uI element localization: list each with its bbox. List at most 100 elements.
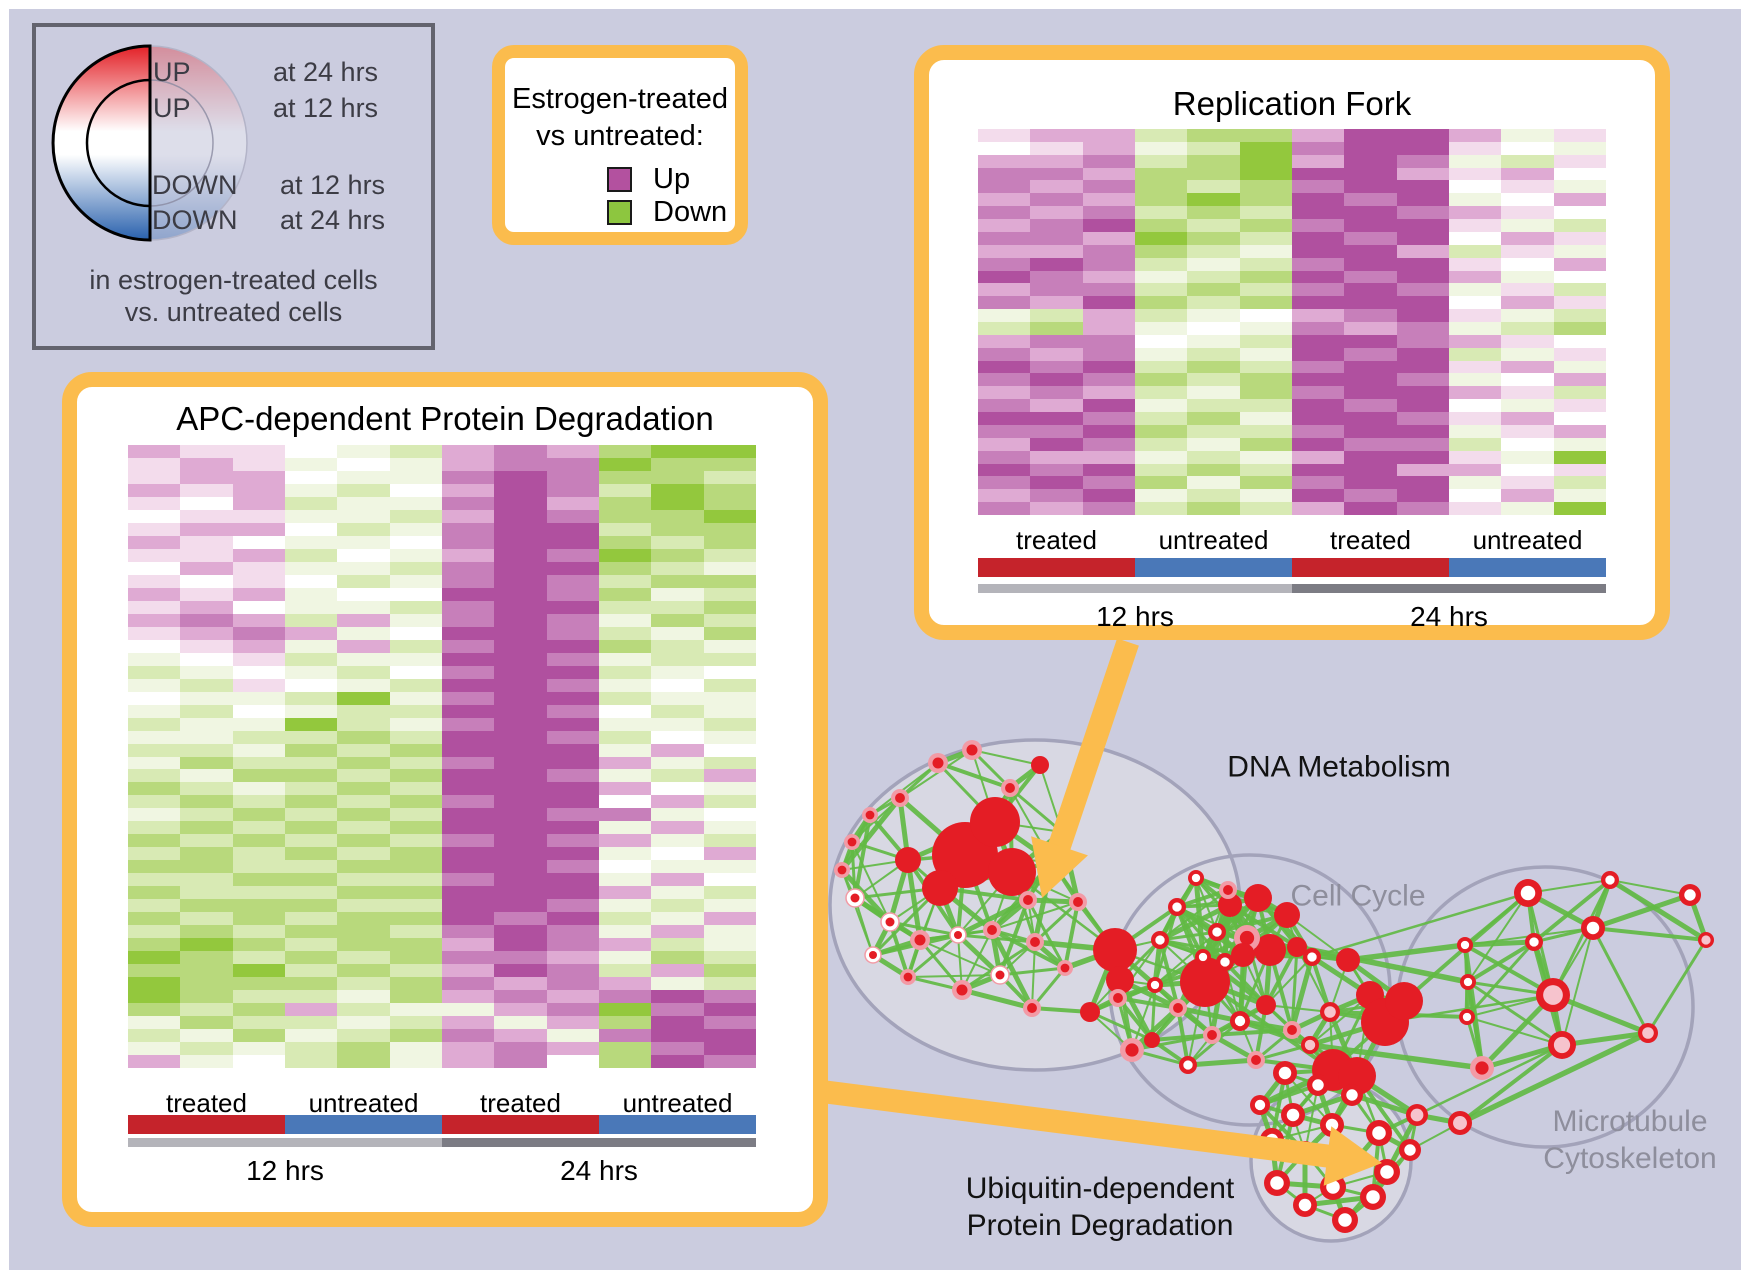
heatmap-cell xyxy=(441,652,495,666)
heatmap-cell xyxy=(494,899,547,913)
heatmap-cell xyxy=(180,457,233,471)
heatmap-cell xyxy=(1501,347,1554,361)
heatmap-cell xyxy=(1448,437,1502,451)
heatmap-cell xyxy=(703,600,756,614)
heatmap-cell xyxy=(978,154,1031,168)
heatmap-cell xyxy=(1553,296,1606,310)
heatmap-cell xyxy=(389,613,442,627)
heatmap-cell xyxy=(128,808,181,822)
heatmap-cell xyxy=(1082,450,1135,464)
heatmap-cell xyxy=(703,704,756,718)
heatmap-cell xyxy=(1448,180,1502,194)
group-label: untreated xyxy=(1158,525,1269,555)
heatmap-cell xyxy=(1448,322,1502,335)
heatmap-cell xyxy=(598,873,652,887)
heatmap-cell xyxy=(598,860,652,874)
heatmap-cell xyxy=(1291,270,1345,284)
heatmap-cell xyxy=(128,873,181,887)
heatmap-cell xyxy=(337,899,390,913)
heatmap-cell xyxy=(389,964,442,978)
heatmap-cell xyxy=(1187,193,1240,207)
heatmap-cell xyxy=(651,678,704,692)
heatmap-cell xyxy=(128,509,181,523)
heatmap-cell xyxy=(389,1029,442,1043)
heatmap-cell xyxy=(1134,206,1188,220)
cell-cycle-label: Cell Cycle xyxy=(1290,879,1426,913)
heatmap-cell xyxy=(180,756,233,770)
heatmap-cell xyxy=(598,769,652,783)
heatmap-cell xyxy=(284,1029,338,1043)
heatmap-cell xyxy=(1553,244,1606,258)
heatmap-cell xyxy=(1448,412,1502,425)
heatmap-cell xyxy=(284,912,338,926)
heatmap-cell xyxy=(1239,180,1292,194)
heatmap-cell xyxy=(232,665,285,679)
heatmap-cell xyxy=(651,756,704,770)
heatmap-cell xyxy=(441,990,495,1004)
heatmap-cell xyxy=(546,977,599,991)
heatmap-cell xyxy=(651,652,704,666)
heatmap-cell xyxy=(1344,283,1397,297)
heatmap-cell xyxy=(651,886,704,900)
dna-metabolism-label: DNA Metabolism xyxy=(1227,750,1451,784)
heatmap-cell xyxy=(128,899,181,913)
heatmap-cell xyxy=(337,756,390,770)
heatmap-cell xyxy=(1501,257,1554,271)
heatmap-cell xyxy=(180,990,233,1004)
heatmap-cell xyxy=(1187,360,1240,374)
heatmap-cell xyxy=(389,821,442,835)
heatmap-cell xyxy=(978,257,1031,271)
heatmap-cell xyxy=(978,283,1031,297)
heatmap-cell xyxy=(1291,296,1345,310)
heatmap-cell xyxy=(180,483,233,497)
heatmap-cell xyxy=(232,717,285,731)
heatmap-cell xyxy=(441,743,495,757)
heatmap-cell xyxy=(1082,244,1135,258)
heatmap-cell xyxy=(1344,257,1397,271)
heatmap-cell xyxy=(1082,270,1135,284)
heatmap-cell xyxy=(128,665,181,679)
heatmap-cell xyxy=(1134,231,1188,245)
decoder-time-down12: at 12 hrs xyxy=(280,170,386,200)
heatmap-cell xyxy=(651,1055,704,1068)
heatmap-cell xyxy=(1396,206,1449,220)
apc-panel: APC-dependent Protein Degradation treate… xyxy=(62,372,828,1227)
heatmap-cell xyxy=(441,795,495,809)
heatmap-cell xyxy=(1187,283,1240,297)
heatmap-cell xyxy=(389,470,442,484)
heatmap-cell xyxy=(1344,476,1397,490)
heatmap-cell xyxy=(1344,424,1397,438)
heatmap-cell xyxy=(1396,450,1449,464)
heatmap-cell xyxy=(1291,463,1345,477)
heatmap-cell xyxy=(1396,180,1449,194)
heatmap-cell xyxy=(546,847,599,861)
heatmap-cell xyxy=(1239,322,1292,335)
heatmap-cell xyxy=(232,912,285,926)
heatmap-cell xyxy=(978,334,1031,348)
heatmap-cell xyxy=(180,561,233,575)
heatmap-cell xyxy=(441,678,495,692)
heatmap-cell xyxy=(1082,463,1135,477)
heatmap-cell xyxy=(598,522,652,536)
heatmap-cell xyxy=(703,730,756,744)
microtubule-label-line2: Cytoskeleton xyxy=(1543,1142,1717,1175)
heatmap-cell xyxy=(337,574,390,588)
heatmap-cell xyxy=(546,808,599,822)
heatmap-cell xyxy=(1396,270,1449,284)
heatmap-cell xyxy=(1553,141,1606,155)
heatmap-cell xyxy=(1187,412,1240,425)
heatmap-cell xyxy=(1082,167,1135,181)
heatmap-cell xyxy=(703,535,756,549)
heatmap-cell xyxy=(128,730,181,744)
heatmap-cell xyxy=(389,756,442,770)
heatmap-cell xyxy=(232,652,285,666)
heatmap-cell xyxy=(441,769,495,783)
heatmap-cell xyxy=(1134,489,1188,503)
heatmap-cell xyxy=(1082,180,1135,194)
heatmap-cell xyxy=(703,847,756,861)
heatmap-cell xyxy=(494,600,547,614)
heatmap-cell xyxy=(1082,257,1135,271)
heatmap-cell xyxy=(546,1055,599,1068)
heatmap-cell xyxy=(1082,373,1135,387)
heatmap-cell xyxy=(1396,154,1449,168)
